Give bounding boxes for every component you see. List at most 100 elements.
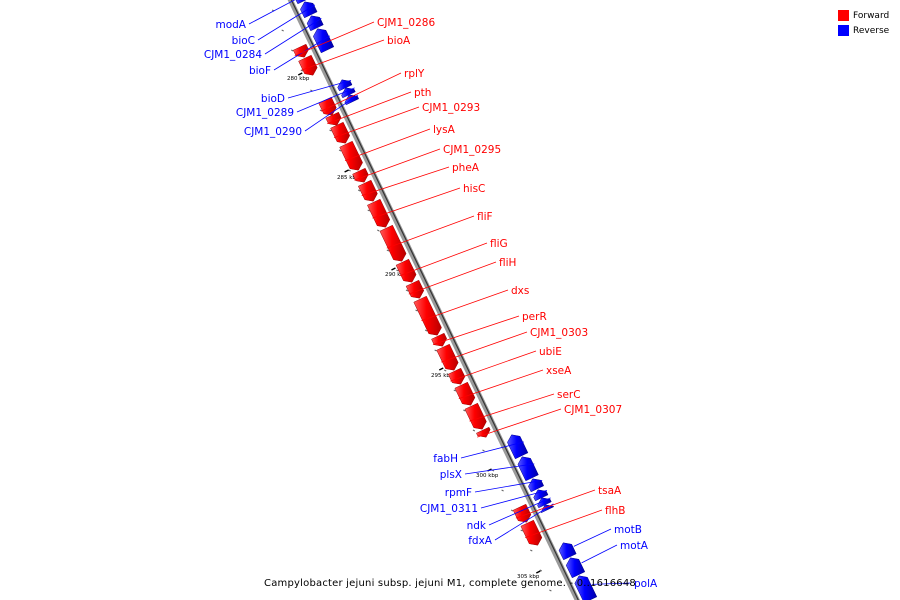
legend-reverse-label: Reverse <box>853 25 890 36</box>
gene-label-CJM1_0290[interactable]: CJM1_0290 <box>244 126 302 138</box>
gene-label-fliF[interactable]: fliF <box>477 211 493 223</box>
minor-tick <box>415 309 418 312</box>
minor-tick <box>377 229 380 232</box>
label-leader <box>372 187 461 219</box>
minor-tick <box>444 369 447 372</box>
gene-feature-CJM1_0295[interactable] <box>352 167 369 183</box>
gene-feature-CJM1_0303[interactable] <box>436 343 459 371</box>
tick-label: 295 kbp <box>431 373 454 379</box>
gene-feature-serC[interactable] <box>464 402 487 430</box>
gene-feature-plsX[interactable] <box>517 456 539 482</box>
gene-label-fliH[interactable]: fliH <box>499 257 516 269</box>
legend-forward-label: Forward <box>853 10 890 21</box>
minor-tick <box>348 169 351 172</box>
gene-label-hisC[interactable]: hisC <box>463 183 485 195</box>
label-leader <box>474 480 543 493</box>
gene-feature-motA[interactable] <box>565 557 586 579</box>
label-leader <box>333 106 420 138</box>
gene-label-CJM1_0289[interactable]: CJM1_0289 <box>236 107 294 119</box>
gene-feature-fliF[interactable] <box>379 224 407 262</box>
minor-tick <box>472 429 476 432</box>
gene-label-CJM1_0295[interactable]: CJM1_0295 <box>443 144 501 156</box>
gene-label-rplY[interactable]: rplY <box>404 68 425 80</box>
gene-label-flhB[interactable]: flhB <box>605 505 625 517</box>
tick-label: 285 kbp <box>337 175 360 181</box>
gene-feature-bioC[interactable] <box>300 1 318 19</box>
minor-tick <box>520 529 523 532</box>
gene-label-lysA[interactable]: lysA <box>433 124 456 136</box>
gene-feature-CJM1_0307[interactable] <box>476 426 491 438</box>
gene-labels: modA bioC CJM1_0284 bioF CJM1_0286 bioA bioD CJ… <box>204 0 658 590</box>
gene-feature-CJM1_0293[interactable] <box>330 121 350 144</box>
gene-label-fdxA[interactable]: fdxA <box>468 535 493 547</box>
gene-label-ndk[interactable]: ndk <box>467 520 487 532</box>
gene-label-ubiE[interactable]: ubiE <box>539 346 562 358</box>
gene-label-CJM1_0284[interactable]: CJM1_0284 <box>204 49 262 61</box>
gene-label-CJM1_0303[interactable]: CJM1_0303 <box>530 327 588 339</box>
label-leader <box>432 315 520 345</box>
gene-feature-bioA[interactable] <box>298 54 318 76</box>
gene-label-bioA[interactable]: bioA <box>387 35 411 47</box>
gene-feature-modA[interactable] <box>295 0 310 5</box>
gene-feature-bioF[interactable] <box>313 28 335 54</box>
legend-reverse: Reverse <box>838 23 889 38</box>
gene-label-CJM1_0293[interactable]: CJM1_0293 <box>422 102 480 114</box>
reverse-swatch <box>838 25 849 36</box>
label-leader <box>287 80 352 99</box>
gene-feature-perR[interactable] <box>431 332 447 347</box>
minor-tick <box>396 269 399 272</box>
gene-label-fabH[interactable]: fabH <box>433 453 458 465</box>
label-leader <box>460 441 524 459</box>
minor-tick <box>482 449 485 452</box>
gene-feature-pheA[interactable] <box>357 179 378 202</box>
label-leader <box>450 350 537 382</box>
minor-tick <box>386 249 390 252</box>
label-leader <box>321 72 402 112</box>
ruler: 280 kbp 285 kbp 290 kbp 295 kbp 300 kbp 305 k… <box>271 9 552 592</box>
gene-feature-hisC[interactable] <box>367 198 391 228</box>
gene-label-bioF[interactable]: bioF <box>249 65 271 77</box>
gene-feature-fliG[interactable] <box>395 258 417 283</box>
gene-label-bioC[interactable]: bioC <box>232 35 255 47</box>
gene-track <box>292 0 598 600</box>
label-leader <box>464 463 535 475</box>
gene-feature-ubiE[interactable] <box>447 367 466 385</box>
minor-tick <box>549 589 552 592</box>
gene-label-serC[interactable]: serC <box>557 389 581 401</box>
gene-label-modA[interactable]: modA <box>215 19 246 31</box>
gene-label-perR[interactable]: perR <box>522 311 547 323</box>
gene-label-pth[interactable]: pth <box>414 87 431 99</box>
gene-label-dxs[interactable]: dxs <box>511 285 529 297</box>
minor-tick <box>329 129 332 132</box>
gene-label-CJM1_0286[interactable]: CJM1_0286 <box>377 17 435 29</box>
gene-feature-CJM1_0284[interactable] <box>306 15 324 32</box>
gene-label-CJM1_0307[interactable]: CJM1_0307 <box>564 404 622 416</box>
label-leader <box>469 393 555 422</box>
gene-label-motB[interactable]: motB <box>614 524 642 536</box>
gene-feature-lysA[interactable] <box>339 140 363 171</box>
gene-feature-dxs[interactable] <box>413 295 442 336</box>
gene-feature-motB[interactable] <box>558 542 577 561</box>
gene-feature-pth[interactable] <box>325 111 342 126</box>
minor-tick <box>367 209 370 212</box>
major-tick <box>438 367 444 371</box>
gene-feature-rplY[interactable] <box>318 96 337 116</box>
minor-tick <box>539 569 543 572</box>
gene-label-rpmF[interactable]: rpmF <box>445 487 472 499</box>
gene-label-polA[interactable]: polA <box>634 578 658 590</box>
gene-feature-flhB[interactable] <box>520 519 543 546</box>
gene-feature-xseA[interactable] <box>454 381 476 406</box>
minor-tick <box>291 49 294 52</box>
gene-label-pheA[interactable]: pheA <box>452 162 480 174</box>
gene-feature-fabH[interactable] <box>507 434 529 460</box>
gene-label-xseA[interactable]: xseA <box>546 365 572 377</box>
gene-label-motA[interactable]: motA <box>620 540 649 552</box>
gene-label-bioD[interactable]: bioD <box>261 93 285 105</box>
label-leader <box>581 544 618 564</box>
gene-label-CJM1_0311[interactable]: CJM1_0311 <box>420 503 478 515</box>
legend: Forward Reverse <box>838 8 889 38</box>
gene-label-fliG[interactable]: fliG <box>490 238 508 250</box>
gene-label-tsaA[interactable]: tsaA <box>598 485 622 497</box>
gene-label-plsX[interactable]: plsX <box>440 469 462 481</box>
